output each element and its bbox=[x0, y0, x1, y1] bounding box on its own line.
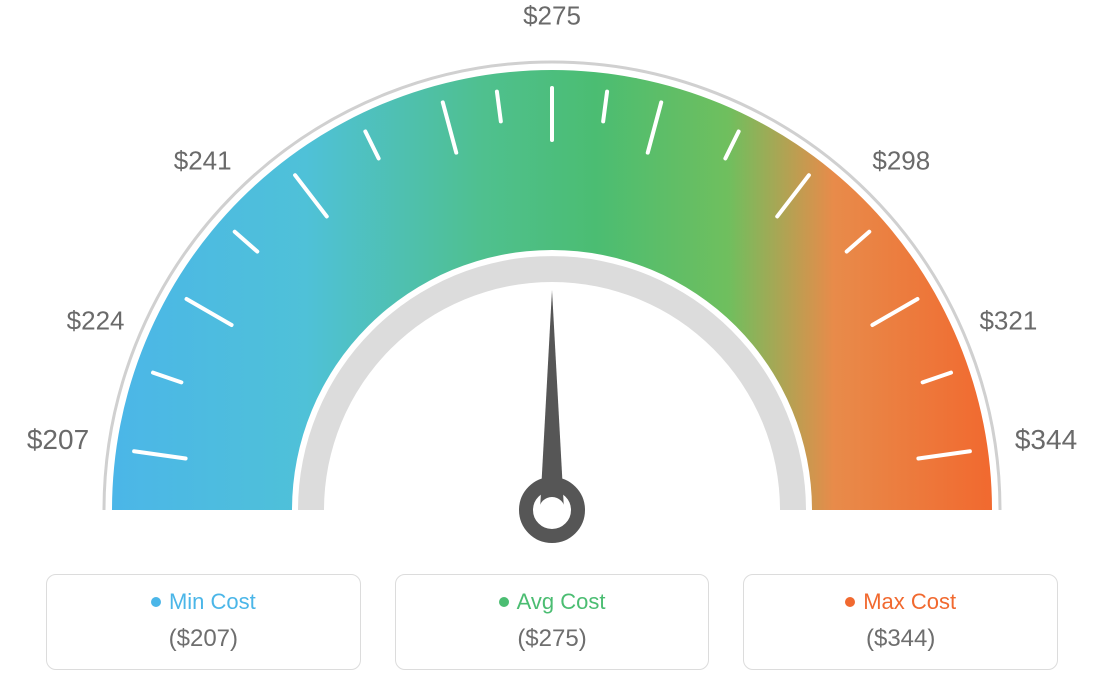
legend-title-min: Min Cost bbox=[151, 589, 256, 615]
legend-dot-avg bbox=[499, 597, 509, 607]
legend-label-min: Min Cost bbox=[169, 589, 256, 615]
legend-dot-max bbox=[845, 597, 855, 607]
gauge-tick-label: $344 bbox=[1015, 424, 1077, 456]
legend-title-max: Max Cost bbox=[845, 589, 956, 615]
gauge-tick-label: $275 bbox=[523, 1, 581, 32]
gauge-chart: $207 $224 $241 $275 $298 $321 $344 bbox=[0, 0, 1104, 560]
gauge-tick-label: $241 bbox=[174, 145, 232, 176]
legend-title-avg: Avg Cost bbox=[499, 589, 606, 615]
gauge-svg bbox=[0, 0, 1104, 560]
legend-card-min: Min Cost ($207) bbox=[46, 574, 361, 670]
gauge-tick-label: $298 bbox=[872, 145, 930, 176]
legend-value-avg: ($275) bbox=[406, 625, 699, 653]
gauge-tick-label: $321 bbox=[979, 305, 1037, 336]
gauge-tick-label: $207 bbox=[27, 424, 89, 456]
legend-value-max: ($344) bbox=[754, 625, 1047, 653]
legend-card-max: Max Cost ($344) bbox=[743, 574, 1058, 670]
legend-row: Min Cost ($207) Avg Cost ($275) Max Cost… bbox=[0, 574, 1104, 670]
gauge-tick-label: $224 bbox=[67, 305, 125, 336]
legend-card-avg: Avg Cost ($275) bbox=[395, 574, 710, 670]
legend-dot-min bbox=[151, 597, 161, 607]
legend-label-avg: Avg Cost bbox=[517, 589, 606, 615]
legend-value-min: ($207) bbox=[57, 625, 350, 653]
legend-label-max: Max Cost bbox=[863, 589, 956, 615]
